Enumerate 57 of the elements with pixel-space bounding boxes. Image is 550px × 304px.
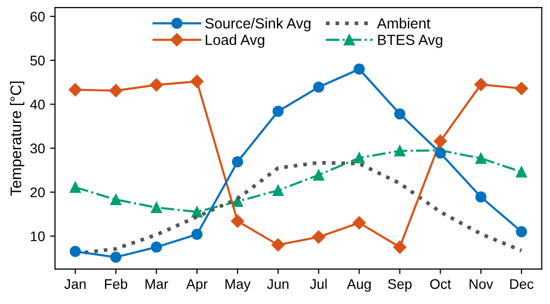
point [312,230,326,244]
x-tick-label: Jan [64,279,86,289]
point [191,206,203,218]
point [110,194,122,206]
y-tick-label: 40 [30,100,45,110]
y-tick-label: 30 [30,144,45,154]
point [434,134,447,148]
point [475,191,486,203]
point [109,84,122,98]
x-tick-label: May [226,279,251,292]
x-tick-label: Jun [267,279,288,289]
x-tick-label: Feb [105,278,128,289]
point [394,108,406,120]
point [434,147,446,159]
point [190,74,204,88]
y-tick-label: 10 [30,231,45,242]
legend-label: Load Avg [206,34,264,48]
point [514,82,528,96]
x-tick-label: Sep [388,279,412,292]
point [352,216,366,230]
y-tick-label: 50 [30,56,45,66]
x-tick-label: Aug [346,279,371,292]
x-tick-label: Nov [470,279,494,289]
x-tick-label: Dec [510,279,534,289]
point [70,182,81,193]
point [354,152,365,164]
x-tick-label: Mar [146,279,168,289]
y-tick-label: 60 [30,12,45,22]
point [110,252,122,263]
point [474,78,488,92]
point [272,106,284,117]
point [191,228,203,240]
point [150,78,163,92]
point [232,156,244,168]
legend-label: Ambient [377,18,430,29]
point [475,152,486,164]
legend-label: Source/Sink Avg [205,18,310,32]
point [272,184,284,196]
point [516,166,528,178]
x-tick-label: Jul [310,278,327,289]
point [272,238,285,252]
x-tick-label: Apr [186,279,208,292]
point [68,83,82,96]
point [313,169,324,181]
x-tick-label: Oct [430,279,452,289]
point [150,242,162,253]
point [394,145,406,156]
point [150,202,162,214]
point [354,64,365,75]
point [516,226,528,238]
point [230,214,244,228]
y-axis-title: Temperature [°C] [10,82,24,196]
point [393,240,406,254]
point [70,246,81,258]
point [313,82,324,93]
y-tick-label: 20 [30,187,45,198]
legend-label: BTES Avg [378,34,442,48]
